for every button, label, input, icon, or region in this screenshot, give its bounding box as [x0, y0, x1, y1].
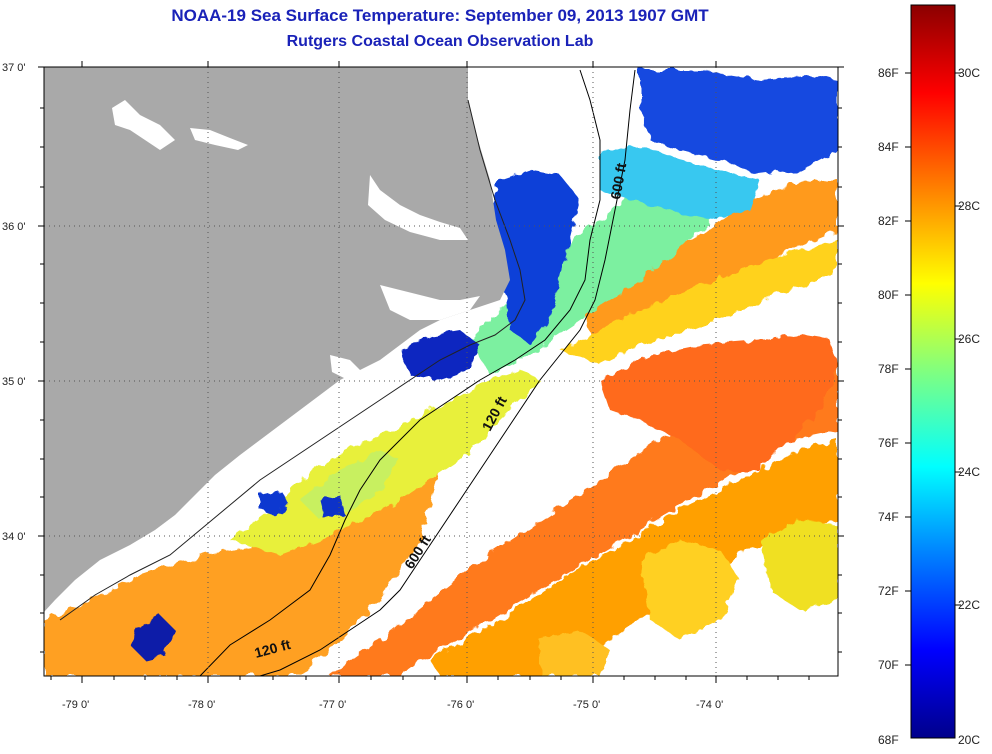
isobath-120ft [199, 69, 601, 676]
lat-label-35: 35 0' [2, 376, 26, 388]
sst-warm-eddy [600, 335, 838, 470]
lat-label-34: 34 0' [2, 531, 26, 543]
cb-f-78: 78F [878, 362, 899, 376]
lon-label-76: -76 0' [447, 699, 474, 711]
lake-north-2 [190, 128, 248, 150]
lon-label-75: -75 0' [573, 699, 600, 711]
map-frame [43, 66, 839, 677]
isobath-600ft [259, 69, 636, 676]
sst-cold-patch-outer-banks [490, 170, 580, 345]
cb-c-28: 28C [958, 199, 980, 213]
sst-orange-offshore [430, 440, 838, 676]
pamlico-river [330, 355, 362, 380]
lon-axis: -79 0' -78 0' -77 0' -76 0' -75 0' -74 0… [50, 61, 810, 711]
cb-c-26: 26C [958, 332, 980, 346]
sst-cold-spot-shelf-2 [320, 495, 345, 520]
lat-axis: 37 0' 36 0' 35 0' 34 0' [2, 62, 844, 653]
map-title: NOAA-19 Sea Surface Temperature: Septemb… [171, 6, 709, 25]
colorbar: 86F 84F 82F 80F 78F 76F 74F 72F 70F 68F … [878, 4, 980, 747]
sst-field [44, 70, 838, 676]
map-area: 600 ft 120 ft 600 ft 120 ft [44, 67, 838, 676]
contour-label-600ft-north: 600 ft [607, 161, 629, 200]
sst-cyan-north [600, 145, 760, 220]
lat-label-37: 37 0' [2, 62, 26, 74]
cb-f-80: 80F [878, 288, 899, 302]
cb-f-82: 82F [878, 214, 899, 228]
cb-f-70: 70F [878, 658, 899, 672]
lon-label-77: -77 0' [319, 699, 346, 711]
sst-yellow-patch-east [760, 520, 838, 610]
sst-cold-spot-southwest [130, 615, 175, 660]
cb-f-86: 86F [878, 66, 899, 80]
pamlico-sound [380, 285, 480, 320]
lon-label-78: -78 0' [188, 699, 215, 711]
sst-cold-patch-inlet [400, 330, 480, 380]
cb-c-24: 24C [958, 465, 980, 479]
cb-c-22: 22C [958, 598, 980, 612]
lake-north [112, 100, 175, 150]
cb-c-20: 20C [958, 733, 980, 747]
lon-label-79: -79 0' [62, 699, 89, 711]
lat-label-36: 36 0' [2, 221, 26, 233]
lon-label-74: -74 0' [696, 699, 723, 711]
sst-yellow-patch-south [640, 540, 740, 640]
cb-f-74: 74F [878, 510, 899, 524]
albemarle-sound [368, 175, 468, 240]
cb-f-72: 72F [878, 584, 899, 598]
colorbar-gradient [910, 4, 956, 739]
map-subtitle: Rutgers Coastal Ocean Observation Lab [286, 33, 594, 50]
cb-f-76: 76F [878, 436, 899, 450]
sst-cold-north [640, 70, 838, 175]
sst-yellow-band [560, 240, 838, 365]
cb-f-84: 84F [878, 140, 899, 154]
cb-c-30: 30C [958, 66, 980, 80]
cb-f-68: 68F [878, 733, 899, 747]
sst-cold-spot-shelf [260, 490, 290, 515]
sst-yellow-patch-far-south [540, 630, 610, 676]
coastline [59, 99, 526, 621]
